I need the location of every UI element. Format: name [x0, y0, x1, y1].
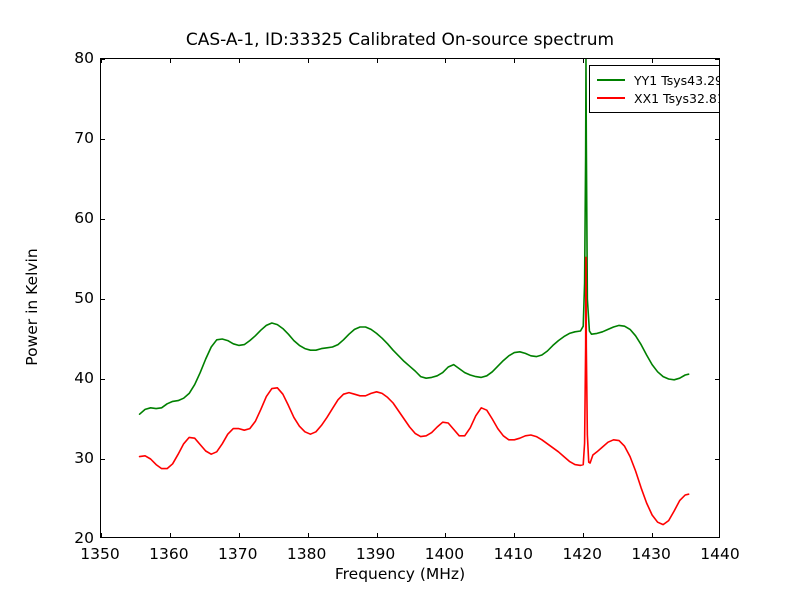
- legend-item: YY1 Tsys43.29: [597, 71, 720, 89]
- y-tick-right: [715, 59, 719, 60]
- legend-label-yy1: YY1 Tsys43.29: [634, 72, 720, 88]
- x-axis-tick-labels: 1350 1360 1370 1380 1390 1400 1410 1420 1430 1440: [0, 545, 800, 569]
- y-tick: [101, 459, 105, 460]
- x-tick: [583, 533, 585, 537]
- y-tick-label: 40: [74, 369, 94, 387]
- series-line-yy1: [138, 59, 690, 415]
- page-title: CAS-A-1, ID:33325 Calibrated On-source s…: [185, 30, 615, 50]
- y-tick: [101, 299, 105, 300]
- x-tick-top: [238, 59, 240, 63]
- y-axis-tick-labels: 20 30 40 50 60 70 80: [50, 0, 94, 600]
- x-tick: [652, 533, 654, 537]
- y-tick-right: [715, 299, 719, 300]
- y-tick-right: [715, 459, 719, 460]
- x-tick-top: [376, 59, 378, 63]
- y-tick-right: [715, 379, 719, 380]
- x-tick-label: 1430: [631, 545, 671, 563]
- x-tick-top: [101, 59, 102, 63]
- x-tick: [307, 533, 309, 537]
- y-tick-label: 30: [74, 449, 94, 467]
- y-tick-label: 80: [74, 49, 94, 67]
- y-tick: [101, 139, 105, 140]
- y-tick-right: [715, 219, 719, 220]
- x-tick: [445, 533, 447, 537]
- x-tick-top: [652, 59, 654, 63]
- legend-label-xx1: XX1 Tsys32.81: [634, 90, 720, 106]
- x-tick-top: [307, 59, 309, 63]
- y-axis-title: Power in Kelvin: [23, 248, 41, 366]
- x-tick-label: 1380: [286, 545, 327, 563]
- x-tick: [169, 533, 171, 537]
- plot-axes-area: YY1 Tsys43.29 XX1 Tsys32.81: [100, 58, 720, 538]
- x-tick-top: [445, 59, 447, 63]
- y-tick-label: 20: [74, 529, 94, 547]
- x-tick-label: 1390: [355, 545, 396, 563]
- x-tick-label: 1370: [218, 545, 258, 563]
- legend: YY1 Tsys43.29 XX1 Tsys32.81: [589, 65, 720, 113]
- x-tick-label: 1410: [493, 545, 534, 563]
- y-tick: [101, 59, 105, 60]
- x-tick-label: 1360: [149, 545, 189, 563]
- legend-item: XX1 Tsys32.81: [597, 89, 720, 107]
- y-tick-label: 60: [74, 209, 94, 227]
- y-tick-label: 70: [74, 129, 94, 147]
- x-axis-title: Frequency (MHz): [334, 565, 466, 583]
- x-tick-top: [514, 59, 516, 63]
- x-tick-label: 1420: [562, 545, 602, 563]
- x-tick-top: [583, 59, 585, 63]
- y-tick-right: [715, 139, 719, 140]
- x-tick: [101, 533, 102, 537]
- legend-swatch-xx1: [597, 97, 625, 99]
- x-tick: [376, 533, 378, 537]
- y-tick-label: 50: [74, 289, 94, 307]
- y-tick: [101, 379, 105, 380]
- series-line-xx1: [138, 256, 690, 526]
- legend-swatch-yy1: [597, 79, 625, 81]
- x-tick-label: 1400: [424, 545, 465, 563]
- x-tick-label: 1440: [700, 545, 740, 563]
- y-tick: [101, 219, 105, 220]
- x-tick: [238, 533, 240, 537]
- x-tick-top: [169, 59, 171, 63]
- spectrum-curves: [138, 59, 690, 526]
- x-tick-label: 1350: [80, 545, 120, 563]
- x-tick: [514, 533, 516, 537]
